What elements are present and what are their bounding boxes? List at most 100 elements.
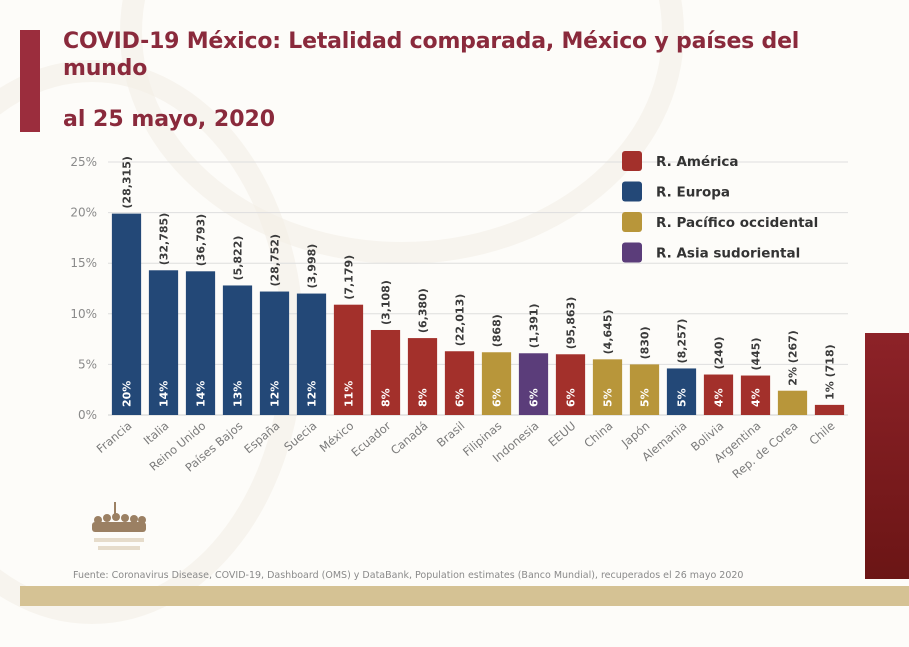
bars: 20% (28,315) 14% (32,785) 14% (36,793) 13% (5,8…	[111, 156, 845, 415]
x-category-label: Francia	[94, 419, 135, 456]
bar-deaths-label: 2% (267)	[787, 330, 800, 386]
bar	[555, 354, 586, 415]
bar-deaths-label: (3,108)	[380, 280, 393, 325]
bar-value-label: 12%	[269, 381, 282, 407]
bar-value-label: 20%	[121, 381, 134, 407]
legend-item: R. Europa	[622, 181, 730, 202]
bar-deaths-label: (830)	[639, 326, 652, 359]
bar	[666, 368, 697, 415]
bar-value-label: 6%	[454, 388, 467, 407]
gridlines	[108, 161, 848, 416]
page-subtitle: al 25 mayo, 2020	[63, 107, 276, 132]
legend-label: R. América	[656, 154, 739, 170]
legend-label: R. Europa	[656, 185, 730, 201]
bar-chart: 0% 5% 10% 15% 20% 25% 20% (28,315) 14% (32,785) 1…	[70, 151, 848, 481]
bar	[185, 271, 216, 415]
page-title: COVID-19 México: Letalidad comparada, Mé…	[63, 29, 800, 81]
bar-value-label: 5%	[602, 388, 615, 407]
y-tick-label: 10%	[70, 307, 97, 321]
bar-value-label: 14%	[195, 381, 208, 407]
bar-deaths-label: (22,013)	[454, 294, 467, 347]
bar	[777, 390, 808, 415]
y-tick-label: 20%	[70, 206, 97, 220]
legend-swatch	[622, 212, 642, 232]
bar	[222, 285, 253, 415]
bar-value-label: 8%	[417, 388, 430, 407]
legend-item: R. Asia sudoriental	[622, 242, 800, 263]
bar-value-label: 14%	[158, 381, 171, 407]
x-category-label: Suecia	[281, 419, 319, 454]
legend-item: R. América	[622, 151, 739, 171]
bar-deaths-label: (4,645)	[602, 309, 615, 354]
bar-value-label: 5%	[639, 388, 652, 407]
x-category-label: EEUU	[545, 419, 578, 450]
bar-value-label: 5%	[676, 388, 689, 407]
bar-value-label: 13%	[232, 381, 245, 407]
bar-value-label: 6%	[491, 388, 504, 407]
bar	[740, 375, 771, 415]
legend-swatch	[622, 181, 642, 202]
bar	[518, 353, 549, 415]
bar	[703, 374, 734, 415]
y-tick-label: 0%	[78, 408, 97, 422]
bar	[592, 359, 623, 415]
y-tick-label: 25%	[70, 155, 97, 169]
bar	[814, 404, 845, 415]
bar-deaths-label: (28,752)	[269, 234, 282, 287]
bar-deaths-label: 1% (718)	[824, 344, 837, 400]
bar-value-label: 8%	[380, 388, 393, 407]
bar	[148, 270, 179, 415]
side-decorative-panel	[865, 333, 909, 579]
y-tick-label: 15%	[70, 256, 97, 270]
bar-deaths-label: (8,257)	[676, 319, 689, 364]
bar-value-label: 11%	[343, 381, 356, 407]
bar-deaths-label: (445)	[750, 338, 763, 371]
legend: R. América R. Europa R. Pacífico occidenta…	[622, 151, 818, 263]
bar	[407, 338, 438, 415]
bar	[333, 304, 364, 415]
bar	[111, 213, 142, 415]
bar-deaths-label: (240)	[713, 336, 726, 369]
bar	[629, 364, 660, 415]
bar-deaths-label: (5,822)	[232, 236, 245, 281]
government-logo	[92, 502, 146, 550]
bar-deaths-label: (32,785)	[158, 213, 171, 266]
bar	[481, 352, 512, 415]
bar-deaths-label: (1,391)	[528, 303, 541, 348]
x-category-label: Chile	[806, 419, 837, 448]
legend-label: R. Pacífico occidental	[656, 215, 818, 231]
bar	[370, 329, 401, 415]
source-note: Fuente: Coronavirus Disease, COVID-19, D…	[73, 570, 744, 581]
x-category-label: Ecuador	[348, 418, 393, 459]
bar-deaths-label: (3,998)	[306, 244, 319, 289]
bar-deaths-label: (868)	[491, 314, 504, 347]
bar-value-label: 6%	[565, 388, 578, 407]
legend-swatch	[622, 242, 642, 263]
bar-deaths-label: (36,793)	[195, 214, 208, 267]
title-accent-bar	[20, 30, 40, 132]
bar	[296, 293, 327, 415]
bar-deaths-label: (28,315)	[121, 156, 134, 209]
bar-deaths-label: (95,863)	[565, 297, 578, 350]
legend-label: R. Asia sudoriental	[656, 246, 800, 262]
footer-band	[20, 586, 909, 606]
bar-value-label: 4%	[750, 388, 763, 407]
x-category-label: China	[581, 419, 615, 451]
y-axis: 0% 5% 10% 15% 20% 25%	[70, 155, 97, 422]
bar-value-label: 4%	[713, 388, 726, 407]
x-category-label: Italia	[141, 419, 172, 448]
y-tick-label: 5%	[78, 357, 97, 371]
x-category-label: España	[241, 419, 282, 457]
legend-item: R. Pacífico occidental	[622, 212, 818, 232]
bar-deaths-label: (7,179)	[343, 255, 356, 300]
bar-deaths-label: (6,380)	[417, 288, 430, 333]
bar	[259, 291, 290, 415]
x-category-label: Canadá	[388, 419, 431, 458]
bar	[444, 351, 475, 415]
bar-value-label: 6%	[528, 388, 541, 407]
legend-swatch	[622, 151, 642, 171]
bar-value-label: 12%	[306, 381, 319, 407]
x-category-label: Rep. de Corea	[729, 419, 800, 482]
